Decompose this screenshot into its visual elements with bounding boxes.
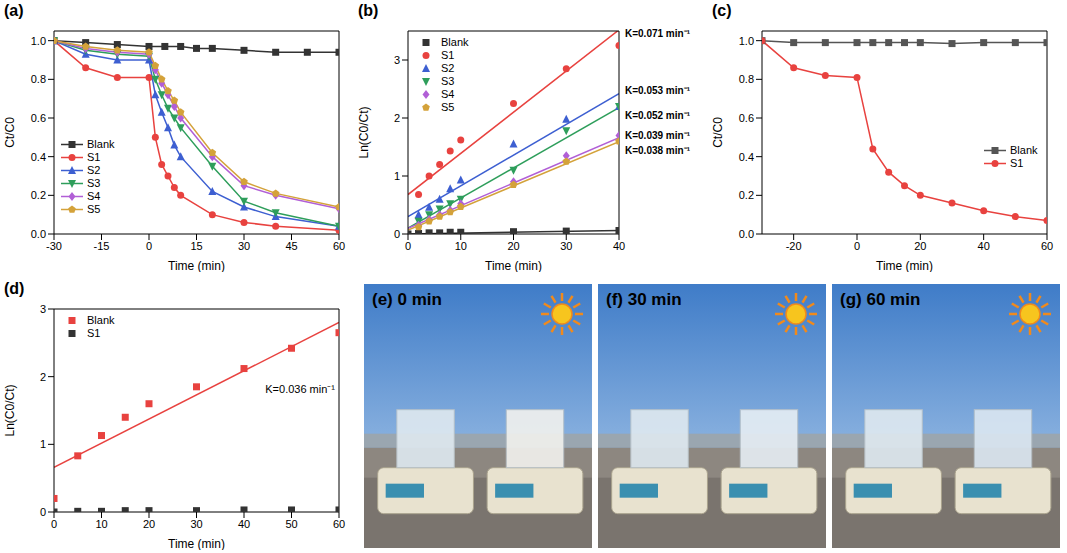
- html-text:S2: S2: [87, 164, 101, 176]
- svg-text:0: 0: [146, 240, 152, 252]
- svg-text:K=0.039 min⁻¹: K=0.039 min⁻¹: [625, 130, 691, 141]
- html-text:S1: S1: [87, 327, 101, 339]
- svg-text:40: 40: [613, 240, 625, 252]
- svg-text:Time (min): Time (min): [876, 259, 933, 272]
- svg-text:60: 60: [1041, 240, 1053, 252]
- svg-text:Time (min): Time (min): [485, 259, 542, 272]
- svg-text:50: 50: [285, 518, 297, 530]
- svg-text:Time (min): Time (min): [168, 259, 225, 272]
- svg-text:0.0: 0.0: [31, 228, 46, 240]
- svg-text:1: 1: [394, 170, 400, 182]
- svg-text:30: 30: [560, 240, 572, 252]
- svg-text:K=0.038 min⁻¹: K=0.038 min⁻¹: [625, 145, 691, 156]
- html-text:S5: S5: [441, 101, 455, 113]
- html-text:S1: S1: [87, 151, 101, 163]
- svg-text:40: 40: [238, 518, 250, 530]
- svg-text:30: 30: [238, 240, 250, 252]
- html-text:Blank: Blank: [87, 138, 115, 150]
- svg-text:60: 60: [333, 240, 345, 252]
- svg-text:45: 45: [285, 240, 297, 252]
- svg-text:2: 2: [394, 112, 400, 124]
- svg-text:Time (min): Time (min): [168, 537, 225, 550]
- svg-text:0.8: 0.8: [31, 73, 46, 85]
- svg-text:30: 30: [190, 518, 202, 530]
- svg-text:0.2: 0.2: [739, 189, 754, 201]
- html-text:(d): (d): [4, 280, 25, 297]
- html-text:(e) 0 min: (e) 0 min: [372, 290, 442, 309]
- html-text:S2: S2: [441, 62, 455, 74]
- svg-text:0: 0: [854, 240, 860, 252]
- svg-text:15: 15: [190, 240, 202, 252]
- svg-text:0.8: 0.8: [739, 73, 754, 85]
- svg-text:0.2: 0.2: [31, 189, 46, 201]
- svg-text:20: 20: [143, 518, 155, 530]
- svg-text:20: 20: [507, 240, 519, 252]
- svg-text:0: 0: [394, 228, 400, 240]
- svg-text:2: 2: [40, 371, 46, 383]
- svg-text:0.0: 0.0: [739, 228, 754, 240]
- html-text:S4: S4: [87, 190, 101, 202]
- html-text:(a): (a): [4, 2, 24, 19]
- svg-text:K=0.053 min⁻¹: K=0.053 min⁻¹: [625, 85, 691, 96]
- svg-text:0: 0: [40, 506, 46, 518]
- svg-text:K=0.071 min⁻¹: K=0.071 min⁻¹: [625, 28, 691, 39]
- svg-text:0.6: 0.6: [31, 112, 46, 124]
- svg-text:3: 3: [40, 303, 46, 315]
- svg-text:10: 10: [455, 240, 467, 252]
- svg-text:-30: -30: [46, 240, 62, 252]
- html-text:S1: S1: [441, 49, 455, 61]
- svg-text:Ln(C0/Ct): Ln(C0/Ct): [358, 106, 371, 158]
- html-text:Blank: Blank: [441, 36, 469, 48]
- html-text:S5: S5: [87, 203, 101, 215]
- svg-text:1.0: 1.0: [739, 35, 754, 47]
- html-text:(g) 60 min: (g) 60 min: [840, 290, 921, 309]
- svg-text:Ln(C0/Ct): Ln(C0/Ct): [4, 384, 17, 436]
- svg-text:1.0: 1.0: [31, 35, 46, 47]
- html-text:Blank: Blank: [1010, 144, 1038, 156]
- html-text:(f) 30 min: (f) 30 min: [606, 290, 682, 309]
- html-text:S3: S3: [441, 75, 455, 87]
- html-text:(c): (c): [712, 2, 732, 19]
- html-text:Blank: Blank: [87, 314, 115, 326]
- svg-text:3: 3: [394, 54, 400, 66]
- svg-text:0.4: 0.4: [31, 151, 46, 163]
- svg-text:K=0.052 min⁻¹: K=0.052 min⁻¹: [625, 110, 691, 121]
- html-text:S3: S3: [87, 177, 101, 189]
- svg-text:-15: -15: [94, 240, 110, 252]
- html-text:(b): (b): [358, 2, 379, 19]
- svg-text:40: 40: [978, 240, 990, 252]
- svg-text:0: 0: [405, 240, 411, 252]
- svg-text:0: 0: [51, 518, 57, 530]
- html-text:S1: S1: [1010, 157, 1024, 169]
- svg-text:1: 1: [40, 438, 46, 450]
- svg-text:20: 20: [914, 240, 926, 252]
- svg-text:0.6: 0.6: [739, 112, 754, 124]
- html-text:S4: S4: [441, 88, 455, 100]
- svg-text:10: 10: [95, 518, 107, 530]
- svg-text:60: 60: [333, 518, 345, 530]
- svg-text:-20: -20: [786, 240, 802, 252]
- svg-text:Ct/C0: Ct/C0: [4, 117, 17, 148]
- svg-text:K=0.036 min⁻¹: K=0.036 min⁻¹: [265, 383, 335, 395]
- svg-text:Ct/C0: Ct/C0: [712, 117, 725, 148]
- svg-text:0.4: 0.4: [739, 151, 754, 163]
